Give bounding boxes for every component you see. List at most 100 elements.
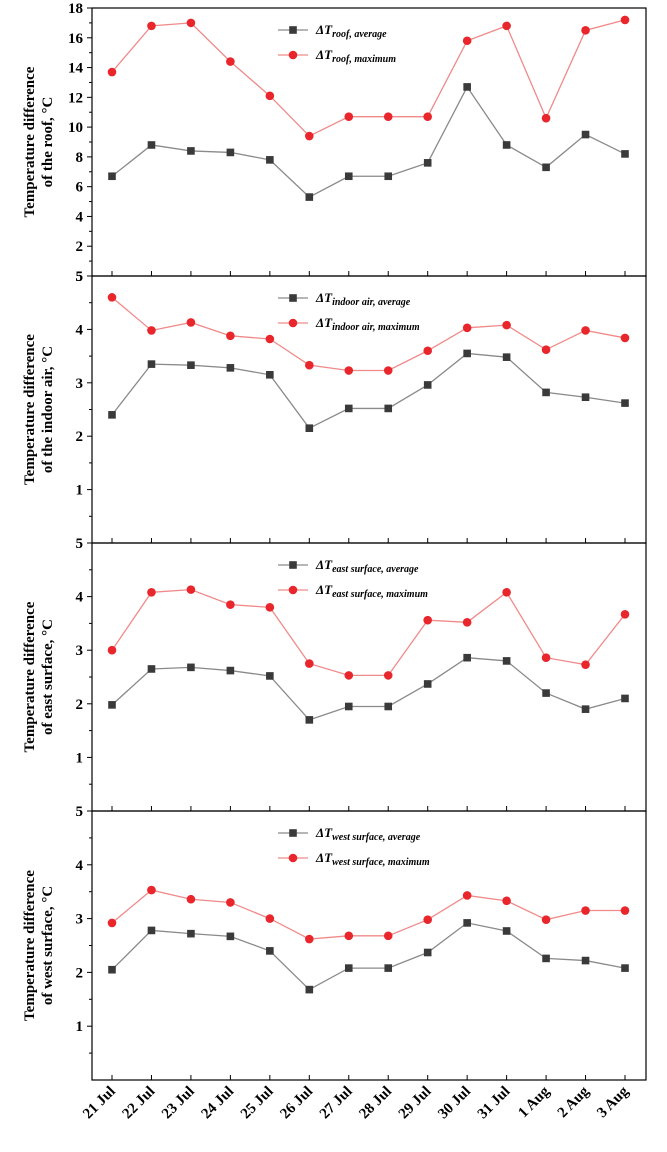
- point-average: [147, 141, 156, 149]
- y-tick-label: 2: [76, 239, 84, 255]
- y-tick-label: 16: [68, 31, 84, 47]
- legend-marker-square: [289, 294, 297, 302]
- y-tick-label: 4: [76, 209, 84, 225]
- legend-label: ΔTindoor air, average: [315, 290, 411, 308]
- point-maximum: [383, 671, 393, 680]
- point-maximum: [581, 906, 590, 915]
- point-average: [147, 665, 156, 673]
- y-tick-label-bottom: 5: [76, 269, 84, 285]
- point-maximum: [423, 112, 432, 121]
- point-maximum: [107, 918, 117, 928]
- point-maximum: [107, 293, 117, 302]
- point-maximum: [541, 915, 551, 924]
- legend-marker-circle: [288, 853, 298, 863]
- point-average: [581, 705, 590, 713]
- point-maximum: [265, 334, 275, 344]
- legend-symbol: ΔT: [315, 850, 333, 865]
- legend-marker-square: [289, 561, 297, 569]
- point-maximum: [305, 360, 314, 370]
- legend-subscript: indoor air, maximum: [332, 322, 420, 333]
- chart-panel-3: 1 2 3 4 5 Temperature difference of east surfa…: [22, 536, 647, 812]
- point-maximum: [305, 934, 314, 944]
- legend-subscript: east surface, maximum: [332, 589, 428, 600]
- point-average: [384, 404, 393, 413]
- point-maximum: [383, 112, 393, 121]
- y-tick-label: 4: [76, 590, 84, 606]
- x-tick-label: 21 Jul: [80, 1084, 119, 1123]
- y-axis-label: Temperature difference of west surface, °…: [22, 870, 56, 1021]
- x-tick-label: 2 Aug: [555, 1083, 593, 1121]
- legend-marker-square: [289, 26, 297, 34]
- point-average: [581, 956, 590, 965]
- y-tick-label: 6: [76, 180, 84, 196]
- legend-label: ΔTroof, average: [315, 22, 387, 40]
- point-maximum: [186, 18, 196, 28]
- y-tick-label: 8: [76, 150, 84, 166]
- y-tick-label: 2: [76, 429, 84, 445]
- point-average: [266, 156, 274, 164]
- point-maximum: [344, 671, 354, 680]
- point-maximum: [265, 603, 275, 612]
- point-average: [621, 964, 629, 972]
- point-average: [266, 947, 274, 955]
- point-maximum: [620, 609, 630, 619]
- point-maximum: [383, 366, 393, 375]
- point-average: [187, 361, 195, 369]
- point-maximum: [502, 896, 511, 906]
- point-maximum: [107, 67, 117, 77]
- point-maximum: [226, 57, 235, 66]
- point-maximum: [186, 894, 196, 904]
- legend-subscript: indoor air, average: [332, 297, 411, 308]
- point-maximum: [305, 659, 314, 668]
- y-tick-label: 5: [76, 536, 84, 552]
- legend-subscript: east surface, average: [332, 564, 419, 575]
- x-tick-label: 26 Jul: [277, 1084, 316, 1123]
- point-average: [502, 927, 511, 935]
- x-tick-label: 29 Jul: [396, 1084, 435, 1123]
- series-line-maximum: [111, 19, 626, 137]
- point-maximum: [186, 585, 196, 594]
- chart-panel-4: 1 2 3 4 5 Temperature difference of west surfa…: [22, 804, 647, 1123]
- point-average: [187, 663, 195, 672]
- point-average: [621, 150, 629, 158]
- point-maximum: [383, 931, 393, 941]
- y-axis-label: Temperature difference of the indoor air,…: [22, 334, 56, 485]
- y-axis-label-line: of east surface, °C: [40, 619, 56, 735]
- point-average: [423, 948, 432, 957]
- point-average: [226, 364, 235, 372]
- point-average: [305, 716, 314, 724]
- point-maximum: [462, 36, 472, 46]
- point-average: [542, 163, 550, 172]
- point-average: [463, 919, 471, 927]
- point-average: [423, 159, 432, 167]
- legend-marker-circle: [288, 318, 298, 328]
- point-average: [344, 172, 353, 181]
- x-tick-label: 22 Jul: [120, 1084, 159, 1123]
- x-tick-label: 31 Jul: [475, 1084, 514, 1123]
- point-average: [581, 130, 590, 139]
- point-average: [147, 926, 156, 935]
- point-maximum: [541, 113, 551, 123]
- point-maximum: [305, 131, 314, 141]
- x-tick-label: 27 Jul: [317, 1084, 356, 1123]
- y-tick-label: 2: [76, 697, 84, 713]
- point-maximum: [226, 898, 235, 907]
- y-tick-label: 10: [68, 120, 83, 136]
- point-average: [226, 932, 235, 941]
- point-maximum: [462, 323, 472, 333]
- x-tick-label: 24 Jul: [198, 1084, 237, 1123]
- point-maximum: [581, 660, 590, 669]
- series-line-maximum: [111, 889, 625, 940]
- series-line-average: [111, 85, 626, 198]
- point-maximum: [344, 112, 354, 121]
- point-maximum: [462, 618, 472, 627]
- y-axis-label: Temperature difference of the roof, °C: [22, 66, 56, 217]
- plot-frame: [91, 810, 647, 1081]
- legend-symbol: ΔT: [315, 825, 333, 840]
- point-average: [344, 404, 353, 413]
- legend-symbol: ΔT: [315, 315, 333, 330]
- plot-frame: [91, 542, 647, 812]
- x-tick-label: 30 Jul: [435, 1084, 474, 1123]
- y-axis-label-line: of west surface, °C: [40, 886, 56, 1005]
- point-average: [463, 349, 471, 358]
